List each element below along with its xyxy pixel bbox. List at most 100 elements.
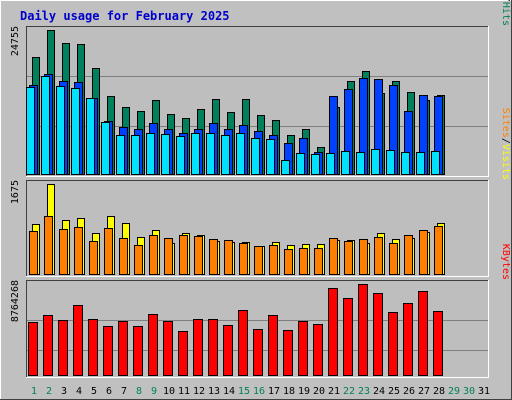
bar-kbytes-day-19 (298, 321, 308, 376)
bar-sites-day-8 (134, 245, 143, 275)
bar-kbytes-day-11 (178, 331, 188, 376)
day-label-10: 10 (163, 386, 175, 397)
bar-sites-day-16 (254, 246, 263, 275)
bar-pages-day-2 (41, 76, 50, 175)
day-label-7: 7 (121, 386, 127, 397)
bar-sites-day-14 (224, 240, 233, 275)
bar-kbytes-day-14 (223, 325, 233, 376)
bar-pages-day-6 (101, 122, 110, 175)
max-value-label-visits-sites: 1675 (10, 180, 21, 204)
bar-sites-day-12 (194, 236, 203, 275)
bar-sites-day-25 (389, 243, 398, 275)
chart-title: Daily usage for February 2025 (20, 9, 230, 23)
bar-sites-day-17 (269, 245, 278, 275)
bar-pages-day-7 (116, 135, 125, 175)
bar-pages-day-27 (416, 152, 425, 175)
bar-sites-day-10 (164, 238, 173, 275)
bar-pages-day-1 (26, 87, 35, 175)
bar-kbytes-day-28 (433, 311, 443, 376)
series-pages (26, 76, 440, 175)
bar-pages-day-20 (311, 154, 320, 175)
bar-sites-day-3 (59, 229, 68, 275)
bar-kbytes-day-16 (253, 329, 263, 376)
bar-sites-day-15 (239, 243, 248, 275)
legend-item: / (500, 0, 511, 2)
panel-kbytes: 8764268 KBytes (10, 244, 511, 378)
bar-sites-day-27 (419, 230, 428, 275)
day-label-28: 28 (433, 386, 445, 397)
bar-kbytes-day-12 (193, 319, 203, 376)
bar-pages-day-16 (251, 138, 260, 175)
day-label-27: 27 (418, 386, 430, 397)
bar-kbytes-day-8 (133, 326, 143, 376)
bar-sites-day-7 (119, 238, 128, 275)
bar-sites-day-1 (29, 231, 38, 275)
bar-kbytes-day-21 (328, 288, 338, 376)
bar-pages-day-18 (281, 160, 290, 175)
day-label-5: 5 (91, 386, 97, 397)
day-label-30: 30 (463, 386, 475, 397)
day-label-11: 11 (178, 386, 190, 397)
day-label-31: 31 (478, 386, 490, 397)
max-value-label-kbytes: 8764268 (10, 280, 21, 322)
bar-pages-day-10 (161, 134, 170, 175)
day-label-25: 25 (388, 386, 400, 397)
bar-pages-day-22 (341, 151, 350, 175)
bar-sites-day-5 (89, 241, 98, 275)
legend-kbytes: KBytes (500, 244, 511, 280)
day-label-21: 21 (328, 386, 340, 397)
bar-kbytes-day-20 (313, 324, 323, 376)
max-value-label-hits-files-pages: 24755 (10, 26, 21, 56)
day-label-6: 6 (106, 386, 112, 397)
legend-hits-files-pages: Pages/Files/Hits (500, 0, 511, 26)
bar-pages-day-19 (296, 153, 305, 175)
bar-sites-day-22 (344, 241, 353, 275)
bar-kbytes-day-1 (28, 322, 38, 376)
bar-kbytes-day-13 (208, 319, 218, 376)
day-label-24: 24 (373, 386, 385, 397)
bar-kbytes-day-6 (103, 326, 113, 376)
bar-sites-day-11 (179, 235, 188, 275)
bar-sites-day-23 (359, 239, 368, 275)
bar-pages-day-23 (356, 152, 365, 175)
day-label-14: 14 (223, 386, 235, 397)
bar-pages-day-25 (386, 150, 395, 175)
bar-sites-day-19 (299, 248, 308, 275)
bar-pages-day-24 (371, 149, 380, 175)
bar-pages-day-5 (86, 98, 95, 175)
panel-hits-files-pages: 24755 Pages/Files/Hits (10, 0, 511, 177)
day-label-19: 19 (298, 386, 310, 397)
legend-item: Visits (500, 144, 511, 180)
bar-pages-day-12 (191, 133, 200, 175)
bar-pages-day-21 (326, 153, 335, 175)
day-axis-labels: 1 2 3 4 5 6 7 8 9 10 11 12 13 14 15 16 17 18 19 20 21 22 23 24 2… (31, 386, 490, 397)
bar-sites-day-9 (149, 235, 158, 275)
bar-sites-day-28 (434, 226, 443, 275)
bar-kbytes-day-2 (43, 315, 53, 376)
bar-sites-day-13 (209, 239, 218, 275)
day-label-13: 13 (208, 386, 220, 397)
bar-kbytes-day-15 (238, 310, 248, 376)
series-sites (29, 216, 443, 275)
day-label-29: 29 (448, 386, 460, 397)
bar-kbytes-day-22 (343, 298, 353, 376)
bar-kbytes-day-18 (283, 330, 293, 376)
bar-pages-day-14 (221, 135, 230, 175)
bar-kbytes-day-4 (73, 305, 83, 376)
legend-item: KBytes (500, 244, 511, 280)
bar-kbytes-day-25 (388, 312, 398, 376)
day-label-8: 8 (136, 386, 142, 397)
bar-sites-day-24 (374, 237, 383, 275)
bar-pages-day-8 (131, 135, 140, 175)
bar-kbytes-day-7 (118, 321, 128, 376)
bar-pages-day-3 (56, 86, 65, 175)
bar-pages-day-28 (431, 151, 440, 175)
day-label-22: 22 (343, 386, 355, 397)
bar-sites-day-6 (104, 228, 113, 275)
bar-sites-day-2 (44, 216, 53, 275)
series-kbytes (28, 284, 443, 376)
bar-sites-day-20 (314, 248, 323, 275)
day-label-18: 18 (283, 386, 295, 397)
bar-kbytes-day-23 (358, 284, 368, 376)
